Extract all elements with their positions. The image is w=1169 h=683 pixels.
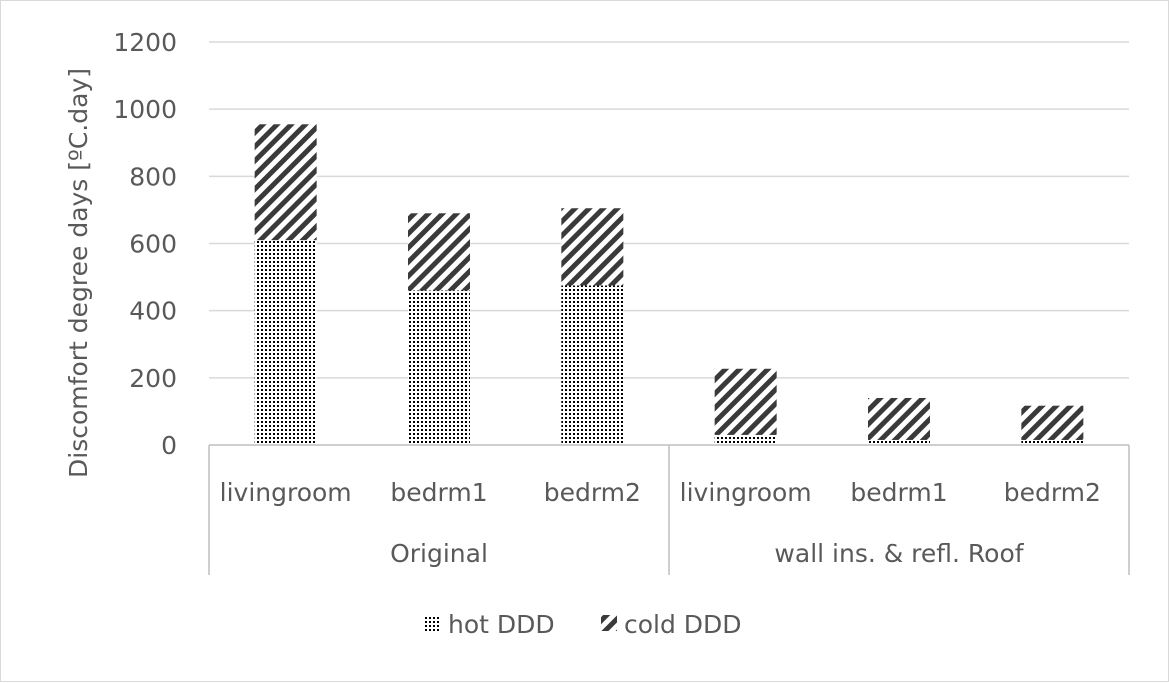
bar-cold-ddd [868,397,930,440]
x-category-label: bedrm1 [850,478,947,507]
bar-hot-ddd [561,285,624,445]
x-category-label: bedrm1 [390,478,487,507]
x-category-label: livingroom [220,478,352,507]
bar-cold-ddd [1021,405,1084,440]
bar-hot-ddd [254,240,317,445]
y-tick-label: 400 [129,297,177,326]
bar-hot-ddd [868,439,930,445]
bar-cold-ddd [408,213,470,291]
legend-label-hot-ddd: hot DDD [448,610,555,639]
legend-swatch-hot-ddd [425,615,441,631]
legend: hot DDD cold DDD [425,610,742,639]
bars-layer [254,124,1084,445]
y-tick-label: 600 [129,230,177,259]
y-axis-title: Discomfort degree days [ºC.day] [64,68,93,478]
x-group-label: wall ins. & refl. Roof [774,539,1024,568]
y-tick-label: 800 [129,162,177,191]
y-tick-label: 0 [161,431,177,460]
y-tick-label: 1000 [113,95,177,124]
bar-hot-ddd [408,290,470,445]
bar-hot-ddd [714,434,777,445]
x-category-label: livingroom [680,478,812,507]
bar-hot-ddd [1021,439,1084,445]
legend-swatch-cold-ddd [601,615,617,631]
grid-layer [209,41,1129,379]
axis-layer: 0 200 400 600 800 1000 1200 livingroom bedrm1 bed… [113,28,1130,575]
bar-cold-ddd [561,208,624,286]
x-group-label: Original [390,539,488,568]
y-tick-label: 200 [129,364,177,393]
x-category-label: bedrm2 [544,478,641,507]
bar-cold-ddd [714,368,777,435]
x-category-label: bedrm2 [1004,478,1101,507]
y-tick-label: 1200 [113,28,177,57]
legend-label-cold-ddd: cold DDD [624,610,742,639]
bar-cold-ddd [254,124,317,241]
